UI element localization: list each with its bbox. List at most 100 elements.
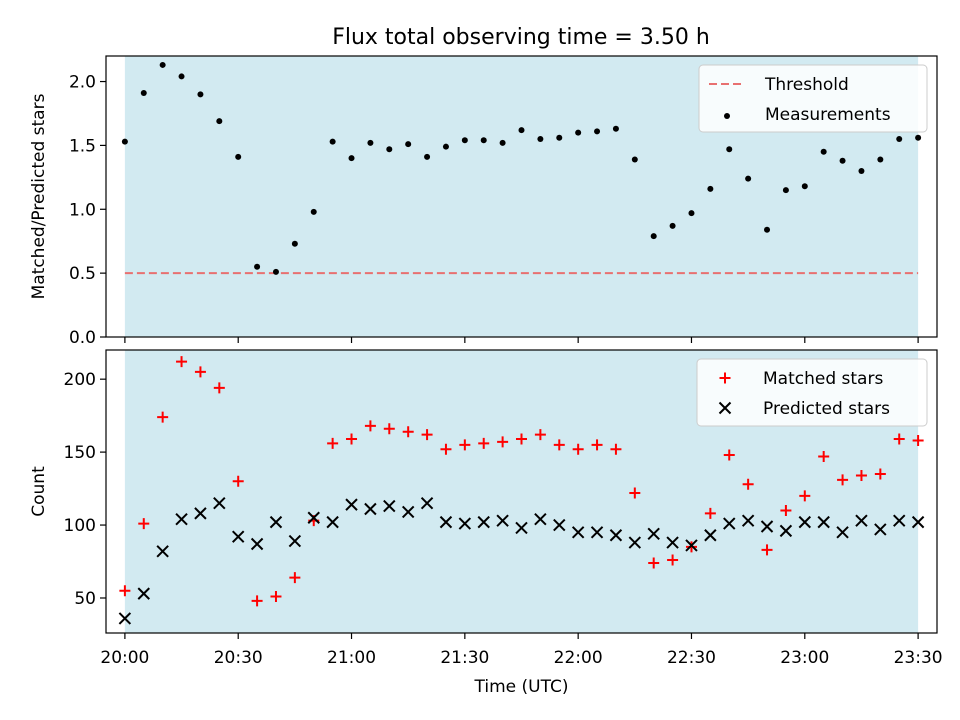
- matched-point: [213, 382, 225, 394]
- y-axis-label: Count: [29, 466, 49, 517]
- series-matched-stars: [119, 356, 924, 607]
- measurement-point: [915, 134, 922, 141]
- ratio-panel: 0.0 0.5 1.0 1.5 2.0 Matched/Predicted stars Th…: [29, 55, 938, 348]
- measurement-point: [858, 167, 865, 174]
- measurement-point: [688, 210, 695, 217]
- matched-point: [459, 439, 471, 451]
- measurement-point: [405, 141, 412, 148]
- predicted-point: [647, 527, 660, 541]
- matched-point: [440, 443, 452, 455]
- legend-box: [698, 64, 928, 133]
- measurement-point: [197, 91, 204, 98]
- matched-point: [742, 478, 754, 490]
- matched-point: [572, 443, 584, 455]
- x-tick-label: 20:00: [100, 648, 149, 668]
- matched-point: [364, 420, 376, 432]
- x-tick-label: 22:30: [667, 648, 716, 668]
- predicted-point: [628, 536, 642, 549]
- predicted-point: [420, 496, 434, 510]
- matched-point: [685, 541, 697, 553]
- measurement-point: [594, 128, 601, 135]
- y-tick-label: 1.5: [69, 136, 96, 156]
- measurement-point: [669, 222, 676, 229]
- legend-label: Measurements: [765, 105, 891, 125]
- predicted-point: [723, 517, 736, 530]
- y-tick-label: 200: [64, 370, 96, 390]
- matched-point: [704, 507, 716, 519]
- measurement-point: [631, 156, 638, 163]
- measurement-point: [745, 175, 752, 182]
- figure-title: Flux total observing time = 3.50 h: [332, 25, 710, 50]
- legend-label: Threshold: [764, 75, 849, 95]
- predicted-point: [836, 526, 849, 539]
- matched-point: [893, 433, 905, 445]
- predicted-point: [345, 498, 358, 511]
- predicted-point: [741, 514, 755, 527]
- matched-point: [194, 366, 206, 378]
- x-axis-label: Time (UTC): [474, 677, 569, 697]
- predicted-point: [515, 521, 528, 535]
- measurement-point: [348, 155, 355, 162]
- predicted-point: [496, 514, 509, 527]
- matched-point: [270, 591, 282, 603]
- measurement-point: [575, 129, 582, 136]
- legend-box: [696, 358, 928, 427]
- x-tick-label: 20:30: [214, 648, 263, 668]
- matched-point: [516, 433, 527, 445]
- measurement-point: [367, 139, 374, 146]
- y-tick-label: 1.0: [69, 200, 96, 220]
- measurement-point: [424, 153, 431, 160]
- predicted-point: [288, 534, 302, 548]
- predicted-point: [401, 505, 415, 519]
- predicted-point: [175, 513, 188, 526]
- measurement-point: [461, 137, 468, 144]
- measurement-point: [442, 143, 449, 150]
- y-tick-label: 150: [64, 443, 96, 463]
- predicted-point: [118, 612, 132, 625]
- matched-point: [780, 504, 792, 516]
- matched-point: [138, 518, 150, 530]
- predicted-point: [364, 502, 377, 516]
- predicted-point: [855, 514, 868, 527]
- measurement-point: [612, 125, 619, 132]
- predicted-point: [307, 511, 320, 524]
- measurement-point: [254, 263, 261, 270]
- axes-frame: [105, 55, 938, 338]
- series-predicted-stars: [118, 496, 925, 625]
- matched-point: [251, 595, 263, 607]
- matched-point: [534, 429, 546, 441]
- measurement-point: [556, 134, 563, 141]
- predicted-point: [817, 515, 830, 529]
- legend: Matched stars Predicted stars: [696, 358, 928, 427]
- predicted-point: [439, 515, 453, 529]
- matched-point: [176, 356, 188, 368]
- matched-point: [818, 450, 830, 462]
- y-tick-label: 50: [74, 589, 96, 609]
- legend-measurement-swatch: [724, 113, 730, 119]
- matched-point: [553, 439, 565, 451]
- series-measurements: [121, 61, 922, 275]
- measurement-point: [839, 157, 846, 164]
- x-tick-label: 21:00: [327, 648, 376, 668]
- matched-point: [119, 585, 131, 597]
- y-tick-label: 0.5: [69, 264, 96, 284]
- legend-label: Predicted stars: [763, 399, 890, 419]
- measurement-point: [499, 139, 506, 146]
- measurement-point: [178, 73, 185, 80]
- predicted-point: [798, 515, 812, 529]
- measurement-point: [650, 233, 657, 240]
- matched-point: [327, 437, 339, 449]
- matched-point: [591, 439, 603, 451]
- measurement-point: [707, 185, 714, 192]
- measurement-point: [801, 183, 808, 190]
- legend-matched-swatch: [719, 372, 731, 384]
- predicted-point: [666, 536, 679, 549]
- matched-point: [629, 487, 641, 499]
- x-tick-label: 22:00: [554, 648, 603, 668]
- matched-point: [837, 474, 849, 486]
- measurement-point: [782, 187, 789, 194]
- matched-point: [874, 468, 886, 480]
- predicted-point: [911, 515, 925, 529]
- measurement-point: [159, 61, 166, 68]
